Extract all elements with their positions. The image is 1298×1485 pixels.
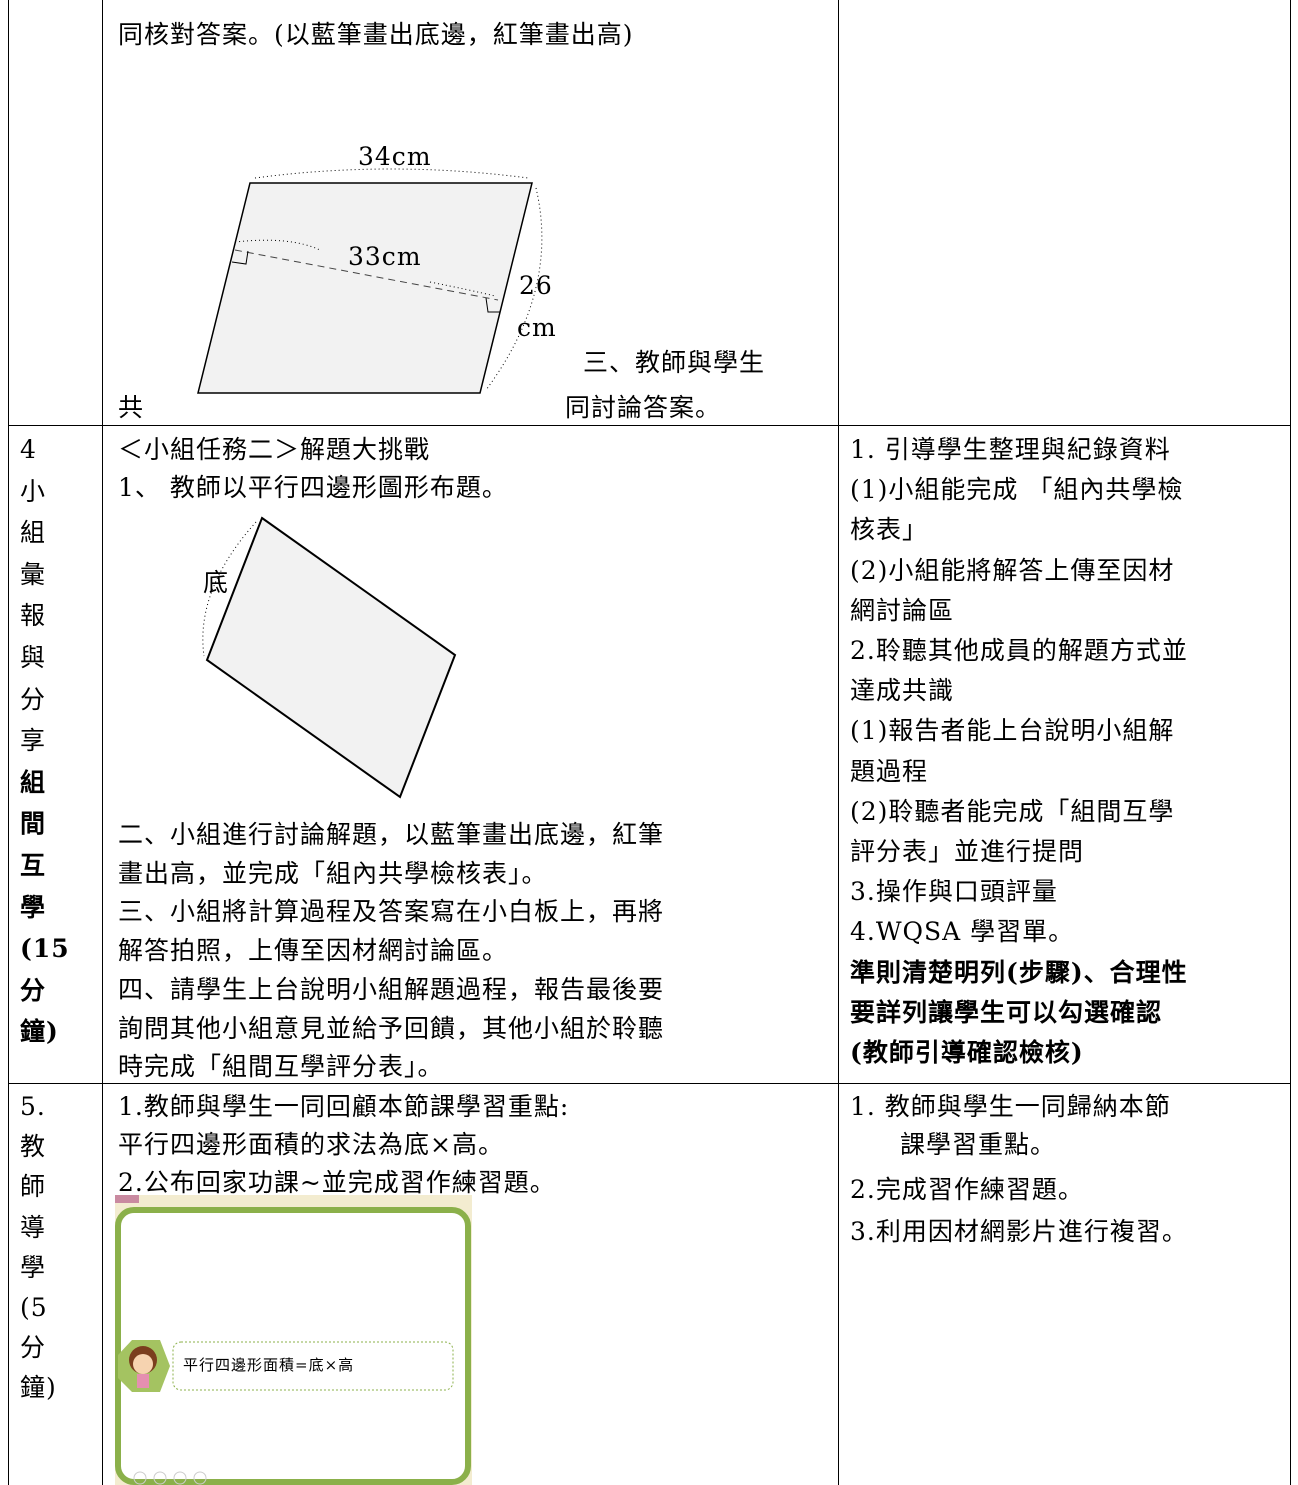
stage-line: 5. (20, 1092, 46, 1121)
stage-line: 學 (20, 1252, 47, 1282)
content-line: 解答拍照，上傳至因材網討論區。 (118, 936, 509, 966)
figure-label: 26 (519, 271, 553, 300)
parallelogram-figure-2 (202, 516, 457, 799)
assessment-line: 網討論區 (850, 595, 955, 625)
content-line: 2.公布回家功課~並完成習作練習題。 (118, 1168, 556, 1197)
figure-label: 33cm (348, 242, 422, 271)
content-line: 四、請學生上台說明小組解題過程，報告最後要 (118, 974, 665, 1004)
slide-text: 平行四邊形面積=底×高 (183, 1356, 355, 1374)
stage-line: 鐘) (20, 1373, 57, 1403)
stage-line: 組 (20, 767, 47, 797)
stage-line: 師 (20, 1172, 47, 1202)
assessment-line: 評分表」並進行提問 (850, 837, 1085, 866)
parallelogram-figure-1 (197, 168, 543, 394)
assessment-line: 3.利用因材網影片進行複習。 (850, 1217, 1188, 1246)
stage-line: 4 (20, 435, 37, 464)
content-line: 平行四邊形面積的求法為底×高。 (118, 1130, 504, 1159)
stage-line: 互 (20, 851, 47, 880)
stage-line: 彙 (20, 559, 47, 589)
assessment-line: 課學習重點。 (900, 1130, 1057, 1159)
slide-image (115, 1195, 472, 1485)
assessment-line: 題過程 (850, 756, 929, 786)
assessment-line: 1. 教師與學生一同歸納本節 (850, 1092, 1171, 1121)
content-line: 共 (118, 393, 145, 422)
content-line: 三、教師與學生 (583, 348, 766, 377)
assessment-line: (2)小組能將解答上傳至因材 (850, 555, 1175, 585)
assessment-line: 核表」 (850, 515, 929, 545)
stage-line: 與 (20, 643, 47, 672)
content-line: 畫出高，並完成「組內共學檢核表」。 (118, 858, 548, 888)
stage-line: (5 (20, 1293, 48, 1322)
stage-line: 分 (20, 1333, 47, 1363)
content-line: 同討論答案。 (565, 393, 722, 422)
stage-line: 間 (20, 809, 47, 839)
stage-line: 教 (20, 1132, 47, 1162)
assessment-line: 4.WQSA 學習單。 (850, 917, 1075, 947)
assessment-line: (1)小組能完成 「組內共學檢 (850, 475, 1184, 505)
content-line: 二、小組進行討論解題，以藍筆畫出底邊，紅筆 (118, 820, 665, 849)
stage-line: 報 (20, 601, 47, 631)
content-line: 1.教師與學生一同回顧本節課學習重點: (118, 1092, 570, 1121)
stage-line: 小 (20, 476, 47, 506)
table-border (1290, 0, 1291, 1485)
assessment-line: 準則清楚明列(步驟)、合理性 (850, 957, 1188, 987)
table-border (102, 0, 103, 1485)
stage-line: 鐘) (20, 1017, 59, 1047)
figure-label: 底 (203, 568, 230, 597)
assessment-line: 達成共識 (850, 676, 955, 706)
stage-line: (15 (20, 934, 70, 964)
content-line: ＜小組任務二＞解題大挑戰 (118, 435, 431, 464)
assessment-line: 2.聆聽其他成員的解題方式並 (850, 636, 1188, 665)
table-border (8, 425, 1291, 426)
assessment-line: (教師引導確認檢核) (850, 1038, 1084, 1067)
stage-line: 分 (20, 975, 47, 1005)
stage-line: 導 (20, 1212, 47, 1242)
assessment-line: (1)報告者能上台說明小組解 (850, 716, 1175, 746)
table-border (838, 0, 839, 1485)
content-line: 時完成「組間互學評分表」。 (118, 1052, 444, 1082)
content-line: 三、小組將計算過程及答案寫在小白板上，再將 (118, 897, 665, 927)
assessment-line: 3.操作與口頭評量 (850, 877, 1058, 907)
stage-line: 享 (20, 726, 47, 756)
figure-label: 34cm (358, 142, 432, 171)
assessment-line: 1. 引導學生整理與紀錄資料 (850, 435, 1171, 464)
stage-line: 學 (20, 892, 47, 922)
assessment-line: 2.完成習作練習題。 (850, 1175, 1084, 1204)
assessment-line: (2)聆聽者能完成「組間互學 (850, 796, 1175, 826)
table-border (8, 0, 9, 1485)
stage-line: 組 (20, 518, 47, 548)
content-line: 詢問其他小組意見並給予回饋，其他小組於聆聽 (118, 1013, 665, 1043)
stage-line: 分 (20, 684, 47, 714)
content-line: 1、 教師以平行四邊形圖形布題。 (118, 473, 508, 502)
table-border (8, 1083, 1291, 1084)
figure-label: cm (517, 313, 557, 342)
content-line: 同核對答案。(以藍筆畫出底邊，紅筆畫出高) (118, 20, 634, 49)
assessment-line: 要詳列讓學生可以勾選確認 (850, 997, 1163, 1027)
